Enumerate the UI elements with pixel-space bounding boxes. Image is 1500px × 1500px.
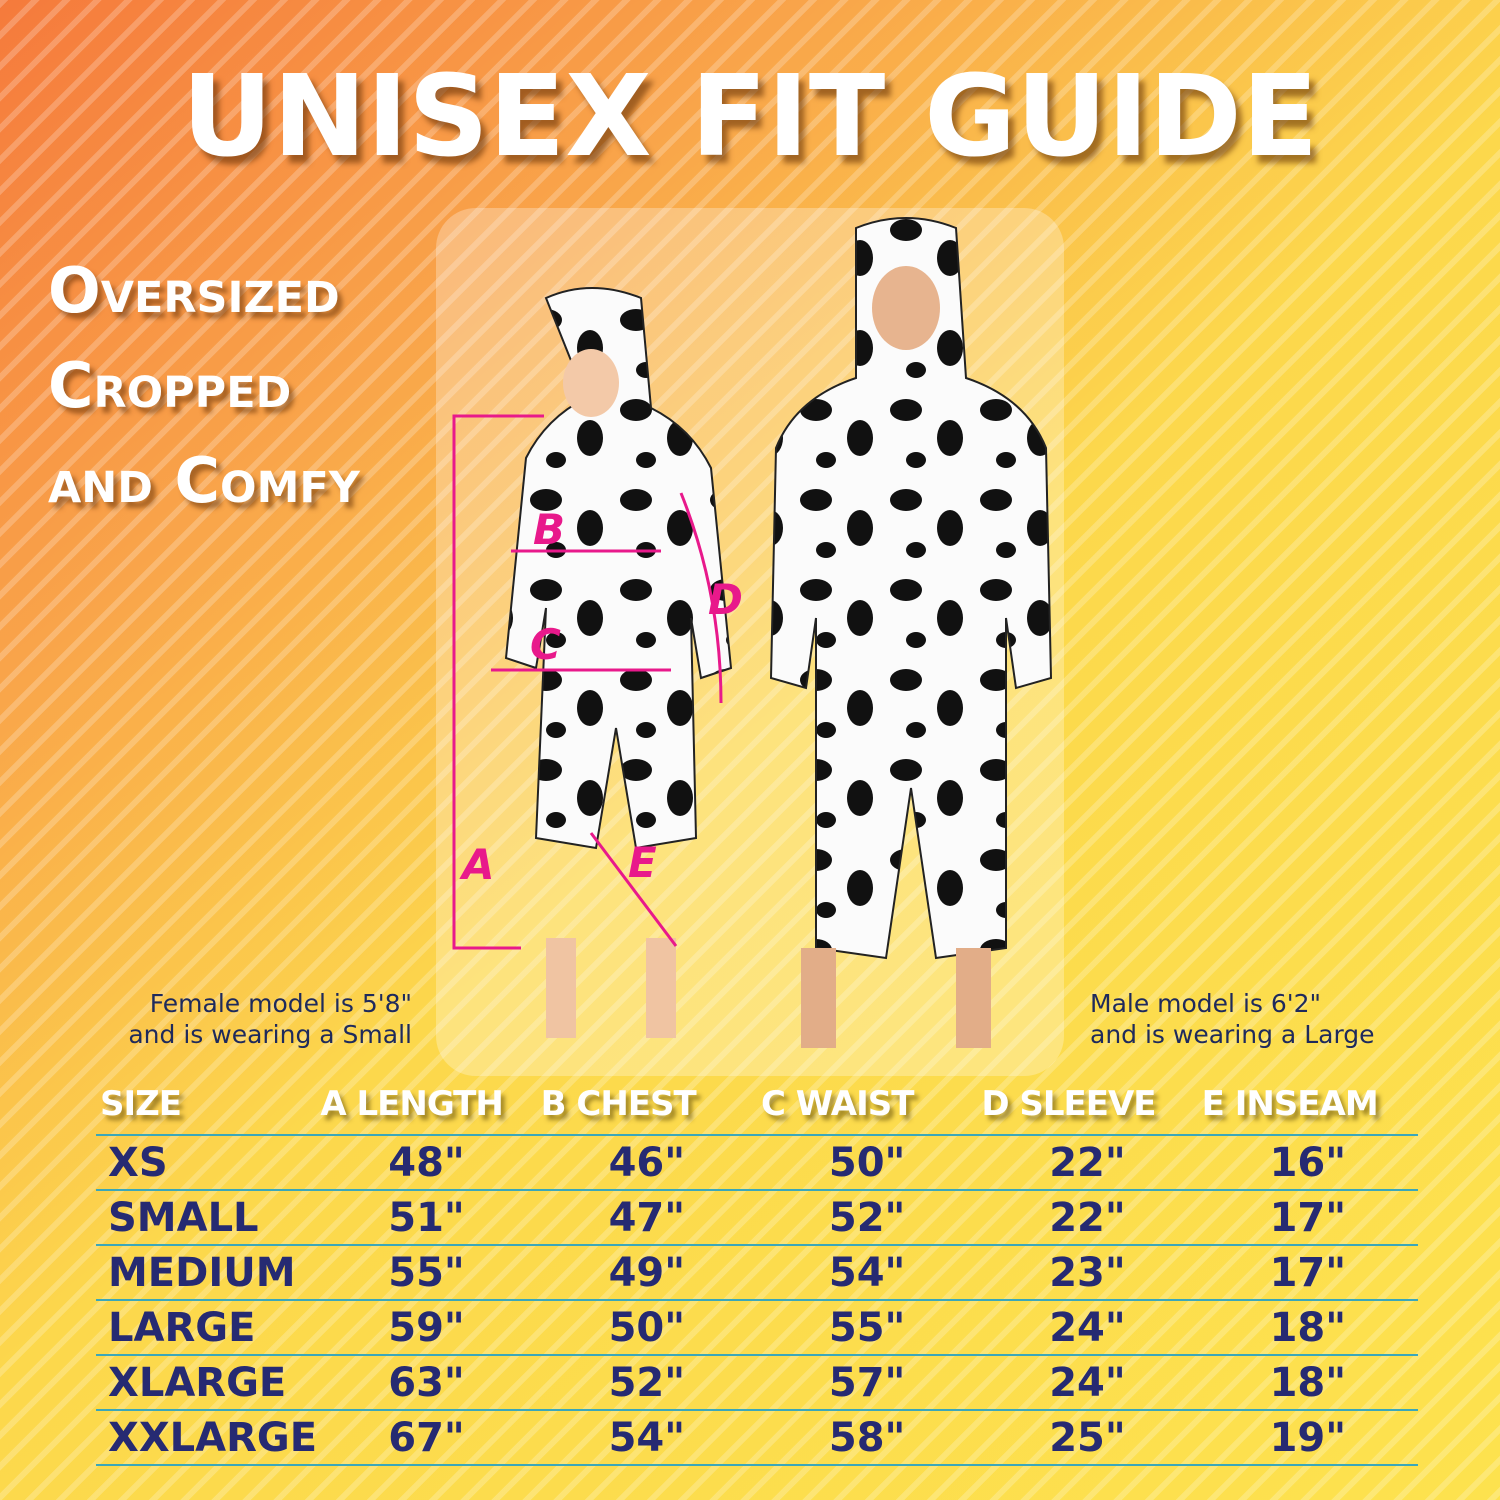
measurement-cell: 54" (536, 1410, 757, 1466)
measure-label-e: E (628, 838, 657, 887)
measurement-cell: 23" (977, 1245, 1198, 1301)
measurement-cell: 16" (1197, 1135, 1418, 1191)
tagline-line-1: Oversized (48, 254, 340, 327)
header-sleeve: D SLEEVE (977, 1080, 1198, 1136)
male-model (769, 217, 1053, 1048)
measurement-cell: 52" (756, 1190, 978, 1246)
measurement-cell: 47" (536, 1190, 757, 1246)
measurement-cell: 17" (1197, 1190, 1418, 1246)
measurement-cell: 18" (1197, 1355, 1418, 1411)
male-caption-line: Male model is 6'2" (1090, 989, 1322, 1018)
measurement-cell: 52" (536, 1355, 757, 1411)
female-caption: Female model is 5'8" and is wearing a Sm… (100, 988, 412, 1050)
table-row: XLARGE 63" 52" 57" 24" 18" (96, 1355, 1418, 1411)
measure-label-c: C (530, 620, 561, 669)
measurement-cell: 24" (977, 1355, 1198, 1411)
table-row: MEDIUM 55" 49" 54" 23" 17" (96, 1245, 1418, 1301)
measurement-cell: 54" (756, 1245, 978, 1301)
female-caption-line: Female model is 5'8" (149, 989, 412, 1018)
measurement-cell: 57" (756, 1355, 978, 1411)
size-cell: XXLARGE (96, 1410, 317, 1466)
tagline-line-2: Cropped (48, 349, 292, 422)
measurement-cell: 48" (316, 1135, 537, 1191)
header-chest: B CHEST (536, 1080, 757, 1136)
measurement-cell: 50" (756, 1135, 978, 1191)
header-size: SIZE (96, 1080, 317, 1136)
male-caption-line: and is wearing a Large (1090, 1020, 1375, 1049)
table-row: SMALL 51" 47" 52" 22" 17" (96, 1190, 1418, 1246)
measurement-cell: 58" (756, 1410, 978, 1466)
female-model (504, 287, 733, 1038)
measurement-cell: 55" (316, 1245, 537, 1301)
measurement-cell: 25" (977, 1410, 1198, 1466)
size-cell: XLARGE (96, 1355, 317, 1411)
header-waist: C WAIST (756, 1080, 978, 1136)
size-cell: LARGE (96, 1300, 317, 1356)
header-inseam: E INSEAM (1197, 1080, 1418, 1136)
models-illustration (452, 217, 1053, 1048)
measurement-cell: 22" (977, 1190, 1198, 1246)
page-title: UNISEX FIT GUIDE (181, 52, 1319, 182)
size-cell: XS (96, 1135, 317, 1191)
table-row: XS 48" 46" 50" 22" 16" (96, 1135, 1418, 1191)
table-header-row: SIZE A LENGTH B CHEST C WAIST D SLEEVE E… (96, 1080, 1418, 1136)
measurement-cell: 51" (316, 1190, 537, 1246)
header-length: A LENGTH (316, 1080, 537, 1136)
measurement-cell: 19" (1197, 1410, 1418, 1466)
measurement-cell: 59" (316, 1300, 537, 1356)
measurement-lines (452, 414, 723, 950)
size-table: SIZE A LENGTH B CHEST C WAIST D SLEEVE E… (96, 1080, 1418, 1466)
tagline-line-3: and Comfy (48, 444, 360, 517)
measure-label-d: D (708, 575, 743, 624)
measure-label-a: A (462, 840, 495, 889)
measurement-cell: 63" (316, 1355, 537, 1411)
measurement-cell: 22" (977, 1135, 1198, 1191)
table-row: LARGE 59" 50" 55" 24" 18" (96, 1300, 1418, 1356)
measurement-cell: 24" (977, 1300, 1198, 1356)
measurement-cell: 18" (1197, 1300, 1418, 1356)
measurement-cell: 49" (536, 1245, 757, 1301)
measurement-cell: 55" (756, 1300, 978, 1356)
measure-label-b: B (533, 505, 566, 554)
table-row: XXLARGE 67" 54" 58" 25" 19" (96, 1410, 1418, 1466)
measurement-cell: 50" (536, 1300, 757, 1356)
measurement-cell: 67" (316, 1410, 537, 1466)
size-cell: SMALL (96, 1190, 317, 1246)
measurement-cell: 46" (536, 1135, 757, 1191)
measurement-cell: 17" (1197, 1245, 1418, 1301)
male-caption: Male model is 6'2" and is wearing a Larg… (1090, 988, 1470, 1050)
female-caption-line: and is wearing a Small (128, 1020, 412, 1049)
size-cell: MEDIUM (96, 1245, 317, 1301)
